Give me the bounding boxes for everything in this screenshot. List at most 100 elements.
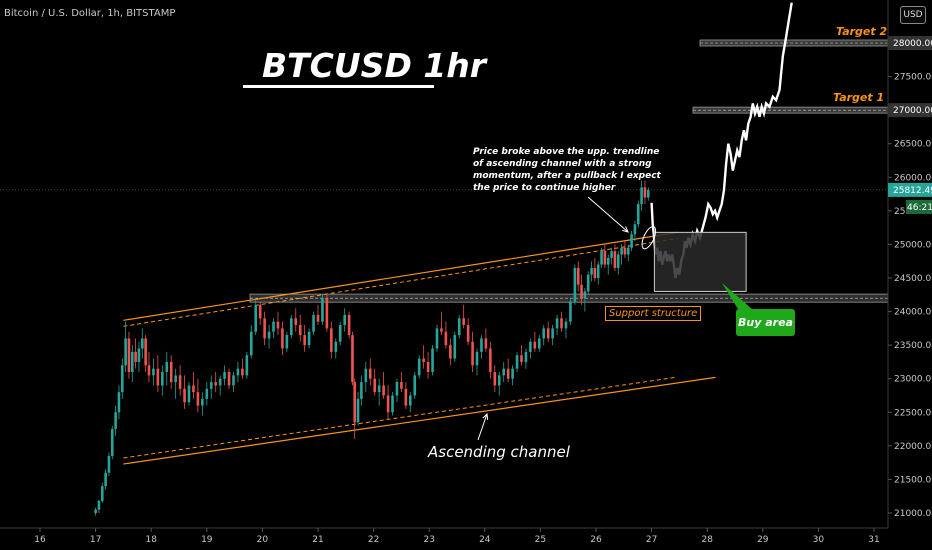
candle-body <box>640 187 643 205</box>
candle-body <box>272 321 275 332</box>
candle-body <box>303 335 306 346</box>
candle-body <box>110 429 114 456</box>
candle-body <box>338 325 342 342</box>
candle-body <box>542 328 546 339</box>
candle-body <box>192 385 195 393</box>
candle-body <box>249 331 253 356</box>
candle-body <box>156 368 160 386</box>
candle-body <box>386 395 390 413</box>
support-structure-label: Support structure <box>605 306 702 321</box>
candle-body <box>600 251 603 265</box>
symbol-header: Bitcoin / U.S. Dollar, 1h, BITSTAMP <box>4 8 176 19</box>
candle-body <box>493 372 497 386</box>
candle-body <box>334 341 338 352</box>
candle-body <box>576 267 580 285</box>
candle-body <box>413 375 417 396</box>
y-tick-label: 23500.00 <box>894 341 932 351</box>
x-tick-label: 24 <box>479 535 491 545</box>
currency-button[interactable]: USD <box>900 6 926 24</box>
channel-lower-dashed <box>123 376 676 459</box>
candle-body <box>555 318 559 329</box>
candle-body <box>613 251 617 268</box>
candle-body <box>174 375 177 383</box>
candle-body <box>466 325 470 342</box>
candle-body <box>377 385 381 393</box>
channel-lower-line <box>123 376 716 465</box>
candle-body <box>232 375 235 386</box>
chart-title: BTCUSD 1hr <box>262 46 487 85</box>
current-price-label: 25812.49 <box>893 186 932 196</box>
candle-body <box>431 348 434 372</box>
candlestick-series <box>94 180 650 516</box>
candle-body <box>364 368 368 383</box>
candle-body <box>196 392 200 406</box>
title-underline <box>243 85 434 88</box>
buy-area-box <box>653 231 747 292</box>
candle-body <box>100 486 104 501</box>
buy-area-label: Buy area <box>736 309 795 336</box>
candle-body <box>114 412 117 430</box>
target1-price-tag <box>888 103 932 118</box>
candle-body <box>646 189 650 198</box>
candle-body <box>209 382 213 389</box>
candle-body <box>223 372 226 379</box>
x-tick-label: 20 <box>257 535 269 545</box>
breakout-annotation: Price broke above the upp. trendline of … <box>473 147 661 193</box>
candle-body <box>201 398 204 406</box>
candle-body <box>241 368 244 376</box>
candle-body <box>610 251 613 258</box>
candle-body <box>520 355 523 362</box>
ascending-channel-label: Ascending channel <box>428 443 570 461</box>
candle-body <box>147 365 151 376</box>
candle-body <box>596 264 600 278</box>
candle-body <box>152 368 155 376</box>
candle-body <box>258 304 262 319</box>
candle-body <box>560 318 563 329</box>
candle-body <box>400 382 403 389</box>
candle-body <box>623 247 627 255</box>
candle-body <box>408 395 412 406</box>
current-price-tag <box>888 182 932 197</box>
x-tick-label: 27 <box>646 535 657 545</box>
candle-body <box>245 355 249 376</box>
candle-body <box>205 388 209 399</box>
candle-body <box>117 392 121 413</box>
candle-body <box>321 298 324 322</box>
candle-body <box>551 328 554 339</box>
candle-body <box>404 388 408 406</box>
candle-body <box>382 385 385 396</box>
candle-body <box>636 204 640 225</box>
candle-body <box>616 254 620 268</box>
x-tick-label: 16 <box>34 535 46 545</box>
candle-body <box>254 304 258 332</box>
candle-body <box>580 284 583 299</box>
candle-body <box>593 267 597 278</box>
candle-body <box>422 358 425 362</box>
candle-body <box>533 341 537 349</box>
target1-price-label: 27000.00 <box>893 106 932 116</box>
candle-body <box>497 375 501 386</box>
annotation-arrow-head <box>622 226 629 233</box>
candle-body <box>502 368 506 376</box>
channel-upper-line <box>123 231 678 321</box>
candle-body <box>267 331 271 339</box>
candle-body <box>395 382 399 396</box>
y-tick-label: 26500.00 <box>894 140 932 150</box>
candle-body <box>475 351 479 366</box>
candle-body <box>529 341 532 352</box>
candle-body <box>124 338 127 366</box>
x-tick-label: 25 <box>535 535 546 545</box>
channel-arrow-head <box>482 412 489 421</box>
target2-price-tag <box>888 36 932 50</box>
candle-body <box>144 338 147 366</box>
candle-body <box>457 318 461 336</box>
candle-body <box>368 368 372 379</box>
candle-body <box>130 351 134 372</box>
candle-body <box>633 224 637 235</box>
candle-body <box>606 257 610 265</box>
candle-body <box>489 348 492 372</box>
annotation-arrow-shaft <box>587 196 629 233</box>
buy-area-pointer <box>722 283 752 309</box>
